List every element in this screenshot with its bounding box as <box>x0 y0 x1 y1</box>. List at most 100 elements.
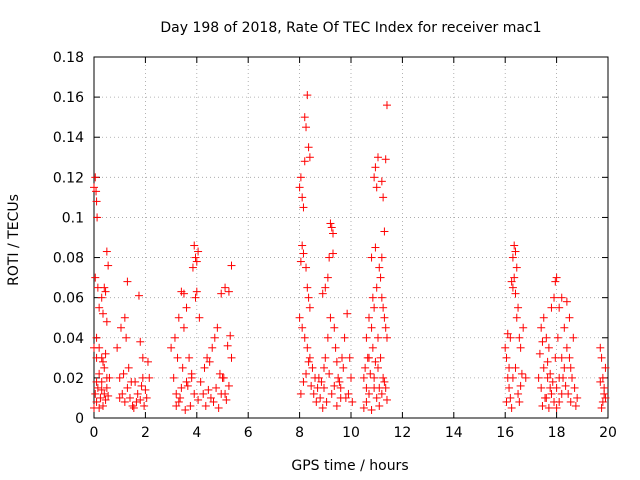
data-point <box>141 385 150 394</box>
data-point <box>298 193 307 202</box>
data-point <box>506 393 515 402</box>
data-point <box>359 373 368 382</box>
data-point <box>192 257 201 266</box>
data-point <box>181 405 190 414</box>
data-point <box>565 353 574 362</box>
data-point <box>505 383 514 392</box>
data-point <box>304 357 313 366</box>
data-point <box>145 373 154 382</box>
y-axis-label: ROTI / TECUs <box>6 194 22 286</box>
data-point <box>98 309 107 318</box>
data-point <box>137 381 146 390</box>
data-point <box>370 373 379 382</box>
data-point <box>138 353 147 362</box>
data-point <box>116 323 125 332</box>
data-point <box>295 313 304 322</box>
data-point <box>196 377 205 386</box>
data-point <box>226 331 235 340</box>
data-point <box>124 363 133 372</box>
x-axis-label: GPS time / hours <box>291 458 408 474</box>
data-point <box>190 389 199 398</box>
data-point <box>573 393 582 402</box>
data-point <box>535 349 544 358</box>
data-point <box>296 257 305 266</box>
data-point <box>227 353 236 362</box>
data-point <box>371 357 380 366</box>
data-point <box>92 377 101 386</box>
data-point <box>90 343 98 352</box>
data-point <box>362 333 371 342</box>
data-point <box>376 353 385 362</box>
x-tick-label: 0 <box>90 425 99 441</box>
data-point <box>302 369 311 378</box>
data-point <box>339 363 348 372</box>
data-point <box>555 303 564 312</box>
data-point <box>514 303 523 312</box>
data-point <box>565 313 574 322</box>
data-point <box>90 403 98 412</box>
data-point <box>511 247 520 256</box>
data-point <box>327 389 336 398</box>
data-point <box>343 309 352 318</box>
data-point <box>539 313 548 322</box>
data-point <box>123 277 132 286</box>
data-point <box>194 395 203 404</box>
data-point <box>551 277 560 286</box>
data-point <box>120 397 129 406</box>
data-point <box>312 397 321 406</box>
data-point <box>361 363 370 372</box>
data-point <box>326 313 335 322</box>
grid <box>94 57 608 418</box>
x-tick-label: 4 <box>192 425 201 441</box>
data-point <box>118 389 127 398</box>
data-point <box>543 373 552 382</box>
data-point <box>367 253 376 262</box>
data-point <box>170 333 179 342</box>
data-point <box>92 397 101 406</box>
data-point <box>516 343 525 352</box>
data-point <box>213 323 222 332</box>
data-point <box>537 323 546 332</box>
data-point <box>596 377 605 386</box>
data-point <box>362 397 371 406</box>
data-point <box>199 389 208 398</box>
data-point <box>330 381 339 390</box>
data-point <box>335 377 344 386</box>
y-tick-label: 0.04 <box>53 331 84 347</box>
data-point <box>185 353 194 362</box>
data-point <box>323 273 332 282</box>
data-point <box>303 283 312 292</box>
data-point <box>503 329 512 338</box>
data-point <box>129 403 138 412</box>
data-point <box>596 343 605 352</box>
data-point <box>206 393 215 402</box>
data-point <box>224 287 233 296</box>
data-point <box>194 247 203 256</box>
data-point <box>304 143 313 152</box>
data-point <box>318 289 327 298</box>
data-point <box>377 177 386 186</box>
data-point <box>92 353 101 362</box>
data-point <box>598 397 607 406</box>
data-point <box>329 249 338 258</box>
data-point <box>375 401 384 410</box>
data-point <box>601 393 610 402</box>
x-tick-label: 14 <box>445 425 463 441</box>
data-point <box>371 163 380 172</box>
data-point <box>102 247 111 256</box>
data-point <box>332 357 341 366</box>
data-point <box>200 363 209 372</box>
data-point <box>537 383 546 392</box>
data-point <box>325 369 334 378</box>
data-point <box>115 393 124 402</box>
y-tick-label: 0 <box>75 411 84 427</box>
data-point <box>90 183 98 192</box>
data-point <box>120 313 129 322</box>
data-point <box>134 291 143 300</box>
data-point <box>371 243 380 252</box>
data-point <box>601 363 610 372</box>
data-point <box>553 333 562 342</box>
data-point <box>368 293 377 302</box>
data-point <box>568 373 577 382</box>
data-point <box>302 123 311 132</box>
